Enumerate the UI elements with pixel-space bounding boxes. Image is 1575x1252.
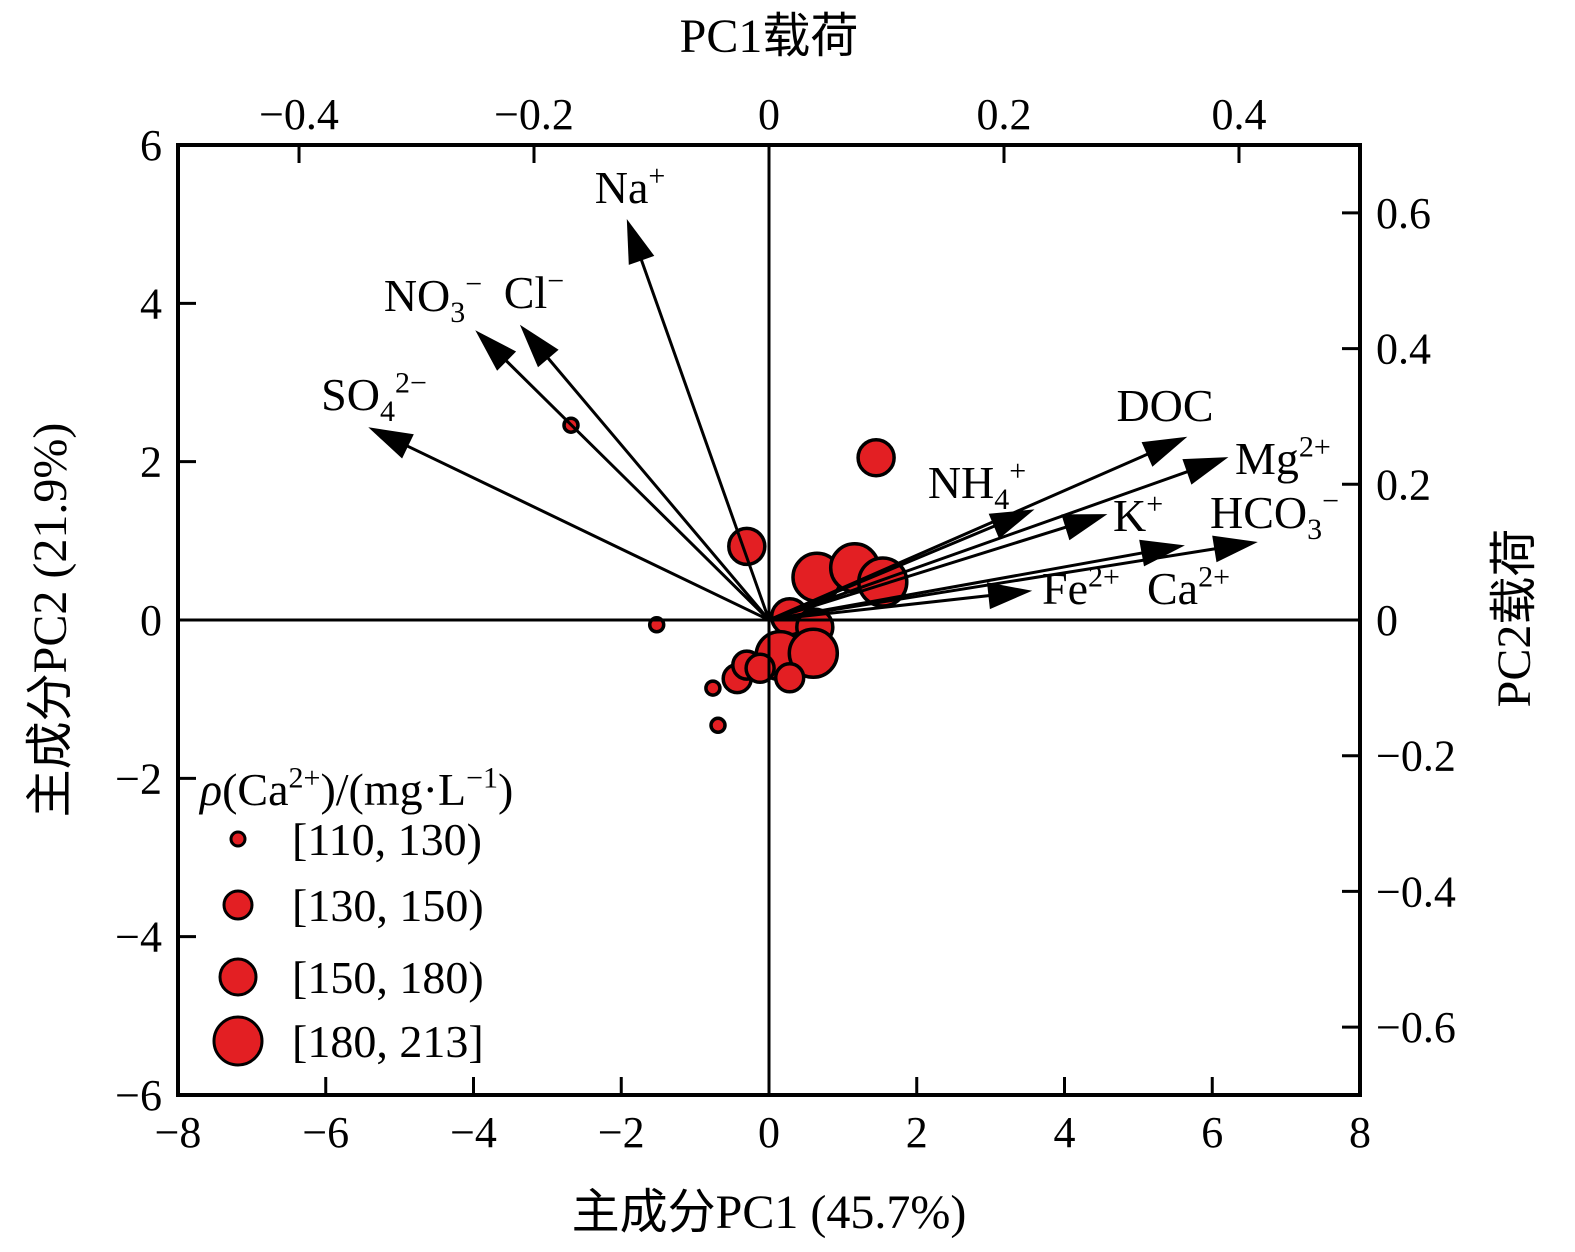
data-point: [773, 662, 806, 694]
right-axis-tick-label: −0.4: [1376, 867, 1456, 916]
loading-arrow-head-hco3: [1212, 535, 1258, 563]
top-axis-tick-label: −0.2: [494, 90, 574, 139]
top-axis-tick-label: −0.4: [259, 90, 339, 139]
loading-label-na: Na+: [595, 160, 666, 214]
loading-arrow-shaft-cl: [543, 353, 771, 621]
legend-swatch-2: [222, 889, 254, 921]
right-axis-tick-label: −0.2: [1376, 732, 1456, 781]
loading-label-doc: DOC: [1116, 380, 1213, 431]
loading-label-ca2: Ca2+: [1147, 561, 1230, 615]
loading-arrow-head-ca2: [1139, 539, 1185, 567]
loading-arrow-shaft-ca2: [768, 550, 1147, 622]
loading-arrow-shaft-so42: [402, 442, 770, 622]
axes-layer: −8 −6 −4 −2 0 2 4 6 8−0.4 −0.2 0 0.2 0.46420−2−4−60.…: [115, 90, 1456, 1157]
left-axis-tick-label: 4: [140, 279, 162, 328]
top-axis-tick-label: 0.4: [1211, 90, 1266, 139]
loading-arrow-head-so42: [368, 427, 414, 459]
top-axis-tick-label: 0: [758, 90, 780, 139]
data-point: [744, 652, 776, 685]
loading-arrow-head-no3: [475, 330, 517, 371]
loading-label-k: K+: [1113, 488, 1163, 542]
legend-swatch-1: [229, 830, 247, 848]
legend-entry-label: [150, 180): [292, 952, 484, 1003]
legend-entry-label: [180, 213]: [292, 1016, 484, 1067]
legend-swatch-3: [218, 957, 258, 997]
loading-label-hco3: HCO3−: [1210, 485, 1339, 547]
data-point: [787, 627, 840, 680]
loading-label-mg2: Mg2+: [1235, 431, 1331, 485]
right-axis-tick-label: −0.6: [1376, 1003, 1456, 1052]
loading-label-nh4: NH4+: [928, 455, 1026, 517]
legend: ρ(Ca2+)/(mg·L−1)[110, 130) [130, 150) [150…: [198, 762, 513, 1068]
loading-label-so42: SO42−: [321, 367, 427, 429]
loading-arrow-shaft-nh4: [768, 523, 1000, 622]
right-axis-tick-label: 0.4: [1376, 325, 1431, 374]
left-axis-tick-label: −2: [115, 754, 162, 803]
loading-label-cl: Cl−: [504, 265, 564, 319]
bottom-axis-tick-label: 8: [1349, 1108, 1371, 1157]
loading-arrow-head-doc: [1141, 436, 1188, 467]
bottom-axis-tick-label: 4: [1054, 1108, 1076, 1157]
top-axis-title: PC1载荷: [680, 10, 859, 63]
data-point: [856, 437, 896, 478]
loading-labels-layer: Na+ NO3− Cl− SO42− DOC Mg2+ NH4+ K+ HCO3− Ca2+ Fe2…: [321, 160, 1339, 615]
bottom-axis-tick-label: −6: [302, 1108, 349, 1157]
data-point: [709, 716, 727, 735]
left-axis-tick-label: −4: [115, 913, 162, 962]
loading-arrow-shaft-fe2: [768, 593, 994, 622]
loading-arrows-layer: [368, 219, 1258, 622]
left-axis-title: 主成分PC2 (21.9%): [24, 423, 77, 818]
top-axis-tick-label: 0.2: [976, 90, 1031, 139]
legend-swatch-4: [212, 1015, 264, 1067]
bottom-axis-tick-label: −8: [155, 1108, 202, 1157]
bottom-axis-title: 主成分PC1 (45.7%): [572, 1186, 967, 1239]
right-axis-tick-label: 0.6: [1376, 189, 1431, 238]
loading-arrow-shaft-na: [638, 255, 771, 621]
data-point: [727, 526, 767, 567]
left-axis-tick-label: −6: [115, 1071, 162, 1120]
loading-label-no3: NO3−: [384, 268, 482, 330]
bottom-axis-tick-label: 2: [906, 1108, 928, 1157]
bottom-axis-tick-label: 6: [1201, 1108, 1223, 1157]
legend-entry-label: [110, 130): [292, 814, 482, 865]
loading-arrow-head-nh4: [988, 509, 1035, 539]
right-axis-tick-label: 0.2: [1376, 460, 1431, 509]
legend-title: ρ(Ca2+)/(mg·L−1): [198, 762, 513, 816]
loading-label-fe2: Fe2+: [1042, 561, 1120, 615]
legend-entry-label: [130, 150): [292, 880, 484, 931]
loading-arrow-head-k: [1061, 514, 1108, 541]
bottom-axis-tick-label: −2: [598, 1108, 645, 1157]
loading-arrow-head-mg2: [1182, 457, 1229, 485]
data-point: [704, 679, 722, 697]
loading-arrow-head-na: [626, 219, 655, 265]
left-axis-tick-label: 2: [140, 438, 162, 487]
right-axis-title: PC2载荷: [1488, 529, 1541, 708]
loading-arrow-head-cl: [519, 324, 559, 368]
loading-arrow-shaft-mg2: [768, 468, 1193, 622]
left-axis-tick-label: 6: [140, 121, 162, 170]
bottom-axis-tick-label: 0: [758, 1108, 780, 1157]
loading-arrow-shaft-k: [768, 524, 1071, 622]
bottom-axis-tick-label: −4: [450, 1108, 497, 1157]
right-axis-tick-label: 0: [1376, 596, 1398, 645]
loading-arrow-shaft-no3: [501, 356, 771, 622]
left-axis-tick-label: 0: [140, 596, 162, 645]
loading-arrow-head-fe2: [987, 582, 1033, 610]
